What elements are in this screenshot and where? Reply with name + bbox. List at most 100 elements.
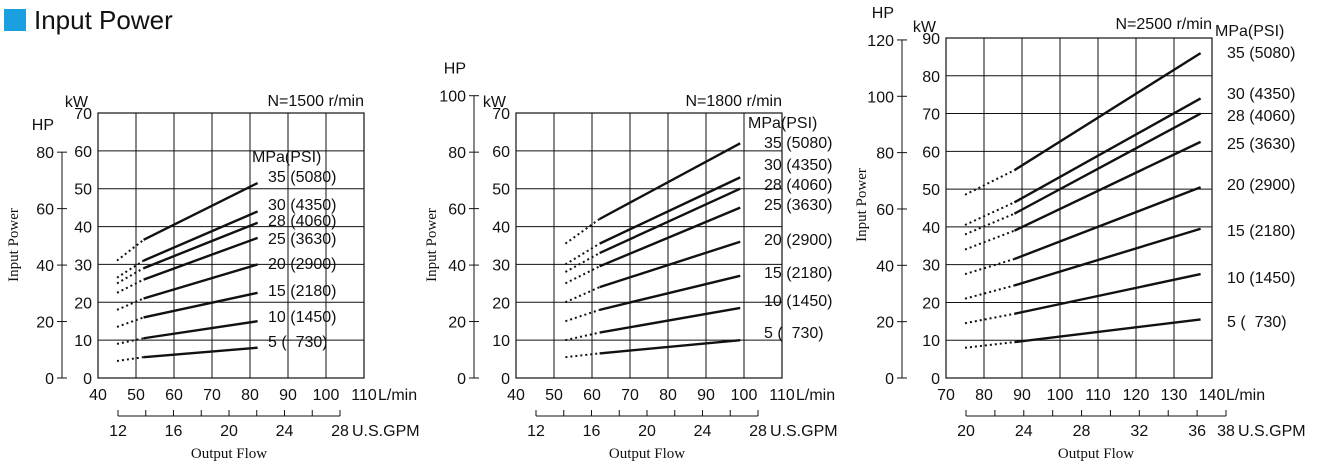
- y-axis-title: Input Power: [854, 168, 870, 242]
- kw-tick-label: 0: [501, 371, 510, 388]
- plot-frame: [515, 112, 783, 379]
- hp-tick-label: 40: [448, 258, 466, 275]
- x-tick-label: 70: [203, 387, 221, 404]
- gpm-tick-label: 20: [957, 423, 975, 440]
- x-tick-label: 70: [937, 387, 955, 404]
- x-tick-label: 60: [165, 387, 183, 404]
- hp-tick-label: 20: [876, 315, 894, 332]
- series-line-dotted: [116, 356, 144, 362]
- kw-tick-label: 80: [922, 69, 940, 86]
- series-line-dotted: [565, 308, 600, 323]
- gpm-tick-label: 32: [1130, 423, 1148, 440]
- series-line-dotted: [964, 169, 1015, 196]
- series-label: 35 (5080): [1227, 45, 1296, 62]
- series-label: 5 ( 730): [1227, 314, 1287, 331]
- series-label: 20 (2900): [268, 256, 337, 273]
- kw-tick-label: 40: [492, 220, 510, 237]
- series-line-dotted: [564, 218, 601, 245]
- series-line-dotted: [565, 331, 600, 342]
- kw-tick-label: 10: [922, 333, 940, 350]
- hp-tick-label: 80: [876, 146, 894, 163]
- kw-tick-label: 60: [922, 144, 940, 161]
- x-axis-title: Output Flow: [191, 446, 267, 462]
- x-tick-label: 110: [1085, 387, 1111, 404]
- series-line: [1014, 227, 1201, 287]
- series-line-dotted: [565, 352, 600, 359]
- series-line: [599, 187, 741, 255]
- hp-tick-label: 60: [448, 202, 466, 219]
- kw-tick-label: 50: [922, 182, 940, 199]
- hp-tick-label: 60: [876, 202, 894, 219]
- gpm-tick-label: 20: [638, 423, 656, 440]
- x-tick-label: 140: [1199, 387, 1226, 404]
- series-label: 15 (2180): [764, 265, 833, 282]
- x-tick-label: 100: [1047, 387, 1074, 404]
- kw-tick-label: 60: [74, 144, 92, 161]
- x-tick-label: 50: [127, 387, 145, 404]
- gpm-unit-label: U.S.GPM: [770, 423, 838, 440]
- gpm-tick-label: 36: [1188, 423, 1206, 440]
- x-tick-label: 80: [975, 387, 993, 404]
- series-line-dotted: [564, 252, 601, 273]
- series-label: 5 ( 730): [268, 334, 328, 351]
- series-line: [143, 320, 258, 340]
- gpm-tick-label: 28: [749, 423, 767, 440]
- series-label: 20 (2900): [1227, 177, 1296, 194]
- kw-tick-label: 50: [74, 182, 92, 199]
- kw-tick-label: 20: [74, 295, 92, 312]
- series-label: 25 (3630): [1227, 136, 1296, 153]
- series-line: [599, 240, 741, 289]
- series-line: [143, 263, 258, 300]
- chart-3: 0102030405060708090kW020406080100120HP70…: [854, 5, 1306, 462]
- series-line: [143, 221, 259, 270]
- series-line-dotted: [964, 312, 1015, 325]
- series-line: [143, 236, 259, 281]
- y-axis-title: Input Power: [424, 208, 440, 282]
- y-axis-title: Input Power: [6, 208, 22, 282]
- gpm-tick-label: 16: [583, 423, 601, 440]
- x-unit-label: L/min: [378, 387, 417, 404]
- series-line-dotted: [964, 258, 1015, 276]
- kw-tick-label: 50: [492, 182, 510, 199]
- series-label: 30 (4350): [764, 157, 833, 174]
- gpm-tick-label: 12: [527, 423, 545, 440]
- series-label: 15 (2180): [1227, 223, 1296, 240]
- series-line-dotted: [964, 284, 1015, 300]
- series-line-dotted: [564, 242, 601, 266]
- series-line: [1013, 186, 1202, 261]
- series-line: [143, 291, 258, 319]
- kw-tick-label: 20: [492, 295, 510, 312]
- series-label: 10 (1450): [268, 309, 337, 326]
- series-line-dotted: [116, 316, 144, 328]
- hp-tick-label: 100: [867, 89, 894, 106]
- series-line-dotted: [116, 259, 145, 279]
- series-line-dotted: [964, 341, 1015, 349]
- kw-tick-label: 30: [922, 258, 940, 275]
- kw-tick-label: 70: [922, 107, 940, 124]
- series-line-dotted: [116, 297, 144, 311]
- gpm-tick-label: 16: [165, 423, 183, 440]
- gpm-tick-label: 28: [331, 423, 349, 440]
- series-line: [1013, 97, 1202, 204]
- hp-tick-label: 20: [448, 315, 466, 332]
- gpm-tick-label: 12: [109, 423, 127, 440]
- hp-tick-label: 80: [448, 145, 466, 162]
- series-label: 25 (3630): [268, 231, 337, 248]
- hp-tick-label: 80: [36, 145, 54, 162]
- kw-tick-label: 60: [492, 144, 510, 161]
- hp-unit-label: HP: [444, 61, 466, 78]
- series-label: 28 (4060): [268, 213, 337, 230]
- gpm-tick-label: 20: [220, 423, 238, 440]
- legend-header: MPa(PSI): [252, 149, 321, 166]
- series-label: 35 (5080): [268, 169, 337, 186]
- series-line-dotted: [964, 212, 1015, 236]
- x-tick-label: 110: [769, 387, 795, 404]
- series-label: 28 (4060): [1227, 108, 1296, 125]
- series-line: [143, 210, 259, 262]
- series-label: 30 (4350): [1227, 86, 1296, 103]
- series-line: [1014, 272, 1201, 315]
- series-label: 20 (2900): [764, 232, 833, 249]
- legend-header: MPa(PSI): [1215, 23, 1284, 40]
